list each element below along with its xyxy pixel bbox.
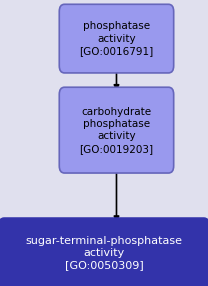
- FancyBboxPatch shape: [0, 218, 208, 286]
- FancyBboxPatch shape: [59, 87, 174, 173]
- Text: carbohydrate
phosphatase
activity
[GO:0019203]: carbohydrate phosphatase activity [GO:00…: [79, 106, 154, 154]
- Text: phosphatase
activity
[GO:0016791]: phosphatase activity [GO:0016791]: [79, 21, 154, 56]
- FancyBboxPatch shape: [59, 4, 174, 73]
- Text: sugar-terminal-phosphatase
activity
[GO:0050309]: sugar-terminal-phosphatase activity [GO:…: [26, 236, 182, 271]
